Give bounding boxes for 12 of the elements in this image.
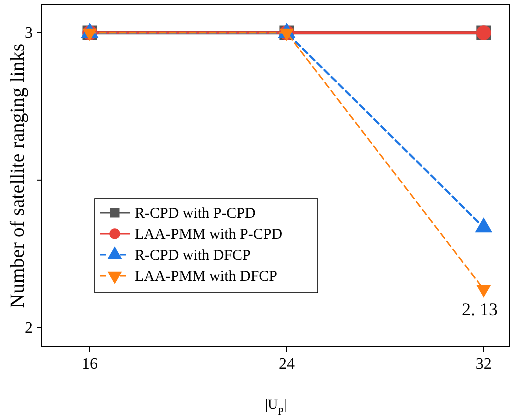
x-axis-title: |U$_{P}$| <box>265 398 287 418</box>
x-tick-label: 24 <box>278 356 295 373</box>
legend-label: LAA-PMM with P-CPD <box>135 227 283 243</box>
y-axis-title: Number of satellite ranging links <box>7 44 29 308</box>
legend-label: R-CPD with DFCP <box>135 248 251 264</box>
x-tick-label: 32 <box>476 356 492 373</box>
x-tick-label: 16 <box>82 356 98 373</box>
annotation: 2. 13 <box>462 300 498 320</box>
y-tick-label: 2 <box>25 320 33 337</box>
legend-label: LAA-PMM with DFCP <box>135 269 278 285</box>
y-tick-label: 3 <box>25 25 33 42</box>
legend-label: R-CPD with P-CPD <box>135 206 256 222</box>
